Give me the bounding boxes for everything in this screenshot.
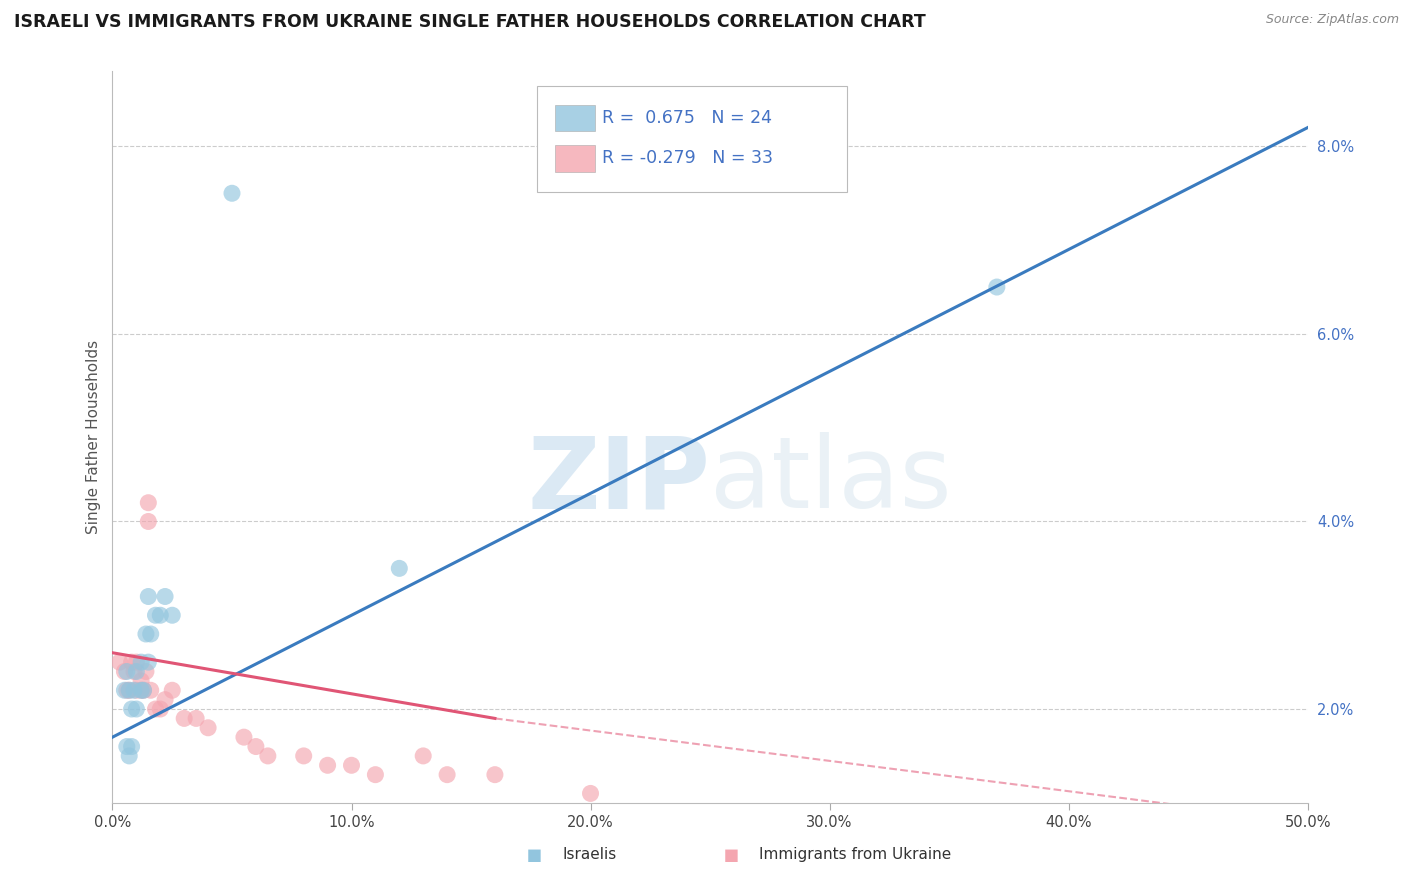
Text: Immigrants from Ukraine: Immigrants from Ukraine (759, 847, 952, 862)
Text: ▪: ▪ (723, 843, 740, 866)
Point (122, 665, 145, 679)
Point (135, 665, 157, 679)
Point (221, 186, 243, 201)
Point (145, 608, 167, 623)
Y-axis label: Single Father Households: Single Father Households (86, 340, 101, 534)
Point (162, 608, 183, 623)
Text: atlas: atlas (710, 433, 952, 530)
Point (132, 683, 155, 698)
Point (149, 702, 172, 716)
Point (153, 692, 176, 706)
Point (121, 655, 143, 669)
Point (125, 665, 148, 679)
Text: ZIP: ZIP (527, 433, 710, 530)
Point (108, 655, 131, 669)
Point (114, 665, 135, 679)
Point (292, 748, 315, 763)
Point (132, 683, 155, 698)
Point (153, 590, 176, 604)
Point (121, 702, 143, 716)
Point (197, 721, 219, 735)
Point (118, 748, 141, 763)
Point (579, 786, 602, 800)
Point (139, 683, 162, 698)
FancyBboxPatch shape (554, 105, 595, 131)
Text: ISRAELI VS IMMIGRANTS FROM UKRAINE SINGLE FATHER HOUSEHOLDS CORRELATION CHART: ISRAELI VS IMMIGRANTS FROM UKRAINE SINGL… (14, 13, 925, 31)
Point (316, 758, 339, 772)
Point (138, 590, 160, 604)
Point (233, 730, 256, 744)
Text: Source: ZipAtlas.com: Source: ZipAtlas.com (1265, 13, 1399, 27)
Point (257, 748, 280, 763)
Point (388, 561, 411, 575)
Point (115, 683, 138, 698)
Point (436, 767, 458, 781)
Point (138, 515, 160, 529)
Point (115, 739, 138, 754)
Point (186, 711, 208, 725)
Point (173, 711, 195, 725)
Point (129, 673, 152, 688)
Point (986, 280, 1008, 294)
Point (138, 496, 160, 510)
Point (118, 683, 141, 698)
Text: R = -0.279   N = 33: R = -0.279 N = 33 (603, 149, 773, 168)
Point (139, 627, 162, 641)
Point (125, 655, 148, 669)
Point (145, 702, 167, 716)
Point (129, 683, 152, 698)
Point (118, 683, 141, 698)
Point (114, 683, 135, 698)
Point (138, 655, 160, 669)
Text: ▪: ▪ (526, 843, 543, 866)
Point (125, 683, 148, 698)
Point (149, 608, 172, 623)
Point (129, 655, 152, 669)
Point (129, 683, 152, 698)
Point (484, 767, 506, 781)
Point (122, 683, 145, 698)
Point (125, 702, 148, 716)
Point (340, 758, 363, 772)
Point (412, 748, 434, 763)
Point (364, 767, 387, 781)
Point (162, 683, 183, 698)
Text: Israelis: Israelis (562, 847, 617, 862)
Point (245, 739, 267, 754)
Point (135, 627, 157, 641)
Point (121, 739, 143, 754)
Text: R =  0.675   N = 24: R = 0.675 N = 24 (603, 109, 772, 128)
FancyBboxPatch shape (554, 145, 595, 171)
FancyBboxPatch shape (537, 86, 848, 192)
Point (115, 665, 138, 679)
